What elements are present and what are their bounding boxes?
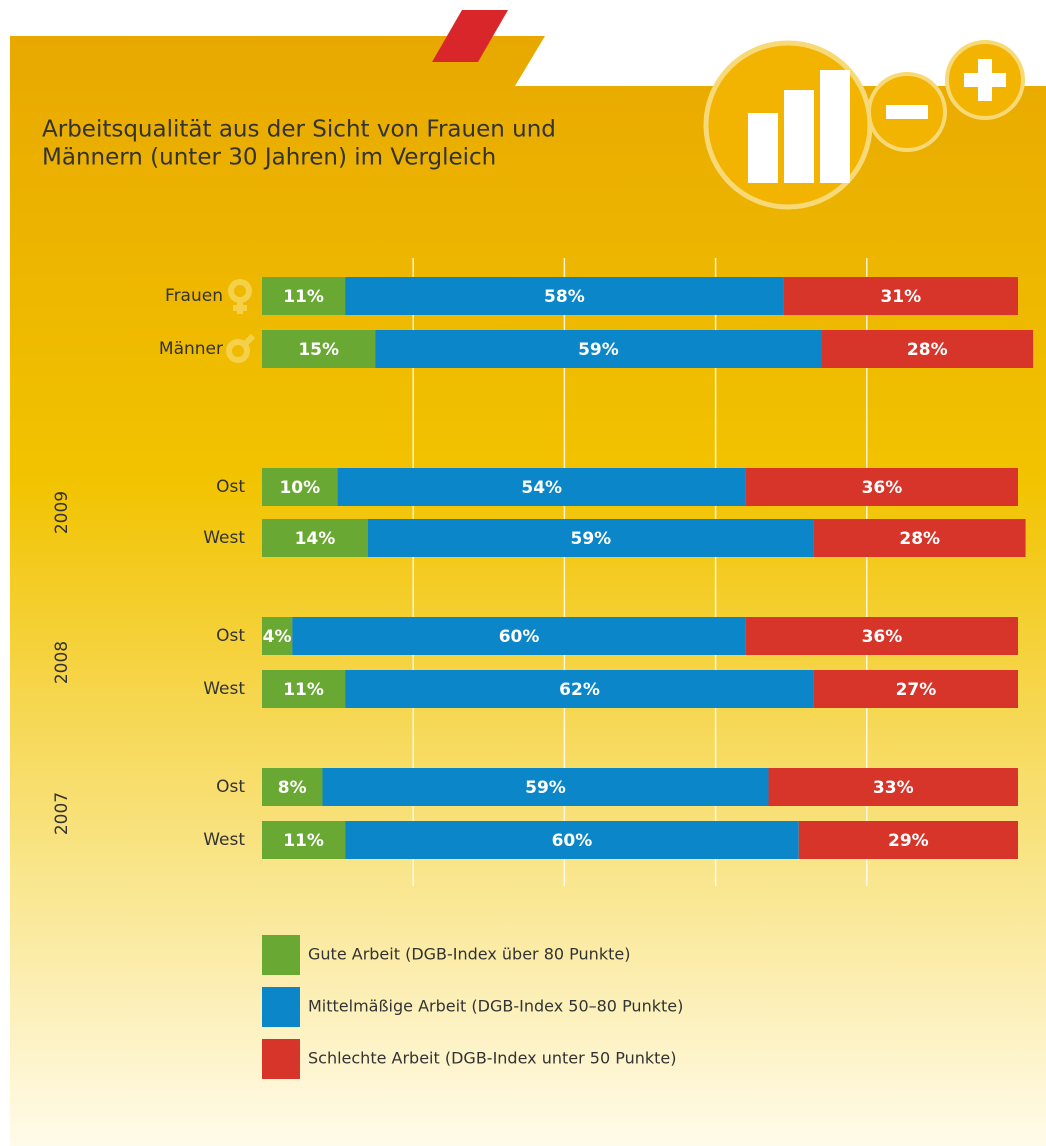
bar-segment bbox=[745, 617, 1018, 655]
legend-swatch bbox=[262, 1039, 300, 1079]
value-label: 31% bbox=[880, 287, 921, 307]
bar-segment bbox=[345, 821, 799, 859]
value-label: 14% bbox=[295, 529, 336, 549]
legend-label: Mittelmäßige Arbeit (DGB-Index 50–80 Pun… bbox=[308, 997, 683, 1016]
value-label: 8% bbox=[278, 778, 307, 798]
chart-title: Männern (unter 30 Jahren) im Vergleich bbox=[42, 145, 496, 171]
legend-label: Schlechte Arbeit (DGB-Index unter 50 Pun… bbox=[308, 1049, 676, 1068]
y-tick-label: West bbox=[203, 830, 245, 850]
bar-segment bbox=[367, 519, 814, 557]
bar-segment bbox=[262, 468, 338, 506]
value-label: 11% bbox=[283, 831, 324, 851]
y-tick-label: Frauen bbox=[165, 286, 223, 306]
bar-segment bbox=[262, 617, 293, 655]
background bbox=[10, 36, 1046, 1146]
bar-segment bbox=[262, 768, 323, 806]
bar-segment bbox=[262, 277, 346, 315]
bar-segment bbox=[375, 330, 822, 368]
bar-segment bbox=[745, 468, 1018, 506]
bar-segment bbox=[262, 670, 346, 708]
group-label: 2009 bbox=[52, 491, 72, 534]
value-label: 36% bbox=[862, 478, 903, 498]
y-tick-label: Ost bbox=[216, 477, 245, 497]
bar-segment bbox=[783, 277, 1018, 315]
value-label: 11% bbox=[283, 680, 324, 700]
value-label: 59% bbox=[578, 340, 619, 360]
bar-segment bbox=[821, 330, 1034, 368]
bar-segment bbox=[262, 519, 368, 557]
chart-title: Arbeitsqualität aus der Sicht von Frauen… bbox=[42, 117, 556, 143]
value-label: 33% bbox=[873, 778, 914, 798]
value-label: 28% bbox=[907, 340, 948, 360]
bar-segment bbox=[768, 768, 1018, 806]
value-label: 54% bbox=[521, 478, 562, 498]
y-tick-label: West bbox=[203, 528, 245, 548]
value-label: 28% bbox=[899, 529, 940, 549]
group-label: 2008 bbox=[52, 641, 72, 684]
value-label: 15% bbox=[298, 340, 339, 360]
y-tick-label: West bbox=[203, 679, 245, 699]
bar-segment bbox=[345, 277, 784, 315]
value-label: 36% bbox=[862, 627, 903, 647]
red-accent bbox=[432, 10, 508, 62]
bar-segment bbox=[345, 670, 814, 708]
bar-segment bbox=[292, 617, 746, 655]
bar-segment bbox=[798, 821, 1018, 859]
legend-swatch bbox=[262, 935, 300, 975]
group-label: 2007 bbox=[52, 792, 72, 835]
icon bbox=[703, 40, 1025, 210]
legend-swatch bbox=[262, 987, 300, 1027]
bar-segment bbox=[813, 670, 1018, 708]
male-symbol bbox=[226, 333, 256, 363]
bar-segment bbox=[262, 821, 346, 859]
female-symbol bbox=[228, 279, 252, 314]
value-label: 62% bbox=[559, 680, 600, 700]
bar-segment bbox=[337, 468, 746, 506]
bar-segment bbox=[813, 519, 1026, 557]
value-label: 11% bbox=[283, 287, 324, 307]
y-tick-label: Ost bbox=[216, 626, 245, 646]
value-label: 10% bbox=[279, 478, 320, 498]
y-tick-label: Männer bbox=[159, 339, 223, 359]
value-label: 59% bbox=[571, 529, 612, 549]
bar-segment bbox=[262, 330, 376, 368]
y-tick-label: Ost bbox=[216, 777, 245, 797]
value-label: 59% bbox=[525, 778, 566, 798]
value-label: 27% bbox=[896, 680, 937, 700]
value-label: 60% bbox=[552, 831, 593, 851]
bar-segment bbox=[322, 768, 769, 806]
value-label: 29% bbox=[888, 831, 929, 851]
value-label: 60% bbox=[499, 627, 540, 647]
legend-label: Gute Arbeit (DGB-Index über 80 Punkte) bbox=[308, 945, 630, 964]
value-label: 4% bbox=[263, 627, 292, 647]
value-label: 58% bbox=[544, 287, 585, 307]
